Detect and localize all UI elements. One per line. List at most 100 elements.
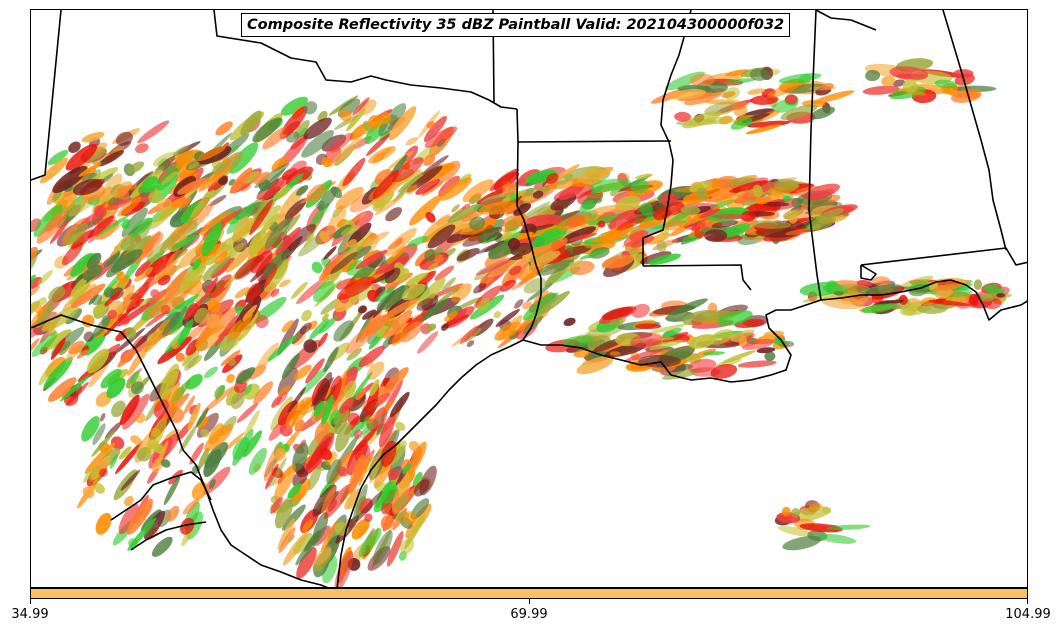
paintball-blob [203, 276, 218, 301]
paintball-blob [293, 532, 313, 555]
colorbar-label-mid: 69.99 [510, 607, 548, 622]
paintball-blob [68, 141, 81, 153]
paintball-blob [722, 223, 751, 238]
paintball-blob [335, 422, 352, 453]
paintball-blob [426, 121, 435, 129]
paintball-blob [378, 385, 386, 394]
paintball-blob [532, 190, 544, 199]
paintball-blob [94, 205, 107, 218]
paintball-blob [65, 382, 89, 406]
paintball-blob [177, 177, 210, 195]
paintball-blob [203, 366, 218, 379]
paintball-blob [968, 293, 979, 307]
paintball-blob [278, 527, 296, 554]
paintball-blob [296, 185, 309, 196]
paintball-blob [62, 241, 83, 266]
paintball-blob [631, 303, 650, 318]
paintball-blob [64, 203, 76, 215]
paintball-blob [185, 303, 199, 319]
paintball-blob [310, 377, 334, 408]
paintball-blob [291, 478, 311, 503]
paintball-blob [110, 436, 125, 450]
paintball-blob [280, 96, 308, 116]
paintball-blob [424, 249, 437, 262]
paintball-blob [375, 286, 394, 303]
paintball-blob [64, 223, 89, 246]
paintball-blob [323, 483, 352, 519]
paintball-blob [242, 304, 257, 321]
paintball-blob [383, 367, 409, 393]
paintball-blob [109, 454, 118, 469]
paintball-blob [118, 446, 132, 460]
paintball-blob [352, 97, 370, 116]
paintball-blob [246, 283, 261, 302]
paintball-blob [326, 458, 342, 485]
paintball-blob [144, 319, 171, 353]
paintball-blob [902, 78, 918, 93]
paintball-blob [230, 392, 245, 410]
paintball-blob [661, 327, 682, 339]
paintball-blob [129, 217, 153, 237]
paintball-blob [459, 325, 479, 344]
paintball-blob [372, 169, 399, 200]
paintball-blob [725, 69, 749, 77]
paintball-blob [160, 459, 171, 468]
paintball-blob [441, 277, 456, 291]
paintball-blob [295, 531, 322, 566]
paintball-blob [664, 219, 684, 231]
paintball-blob [207, 299, 221, 313]
paintball-blob [333, 320, 354, 342]
paintball-blob [193, 307, 210, 324]
paintball-blob [141, 176, 159, 193]
paintball-blob [31, 331, 58, 358]
paintball-blob [507, 238, 521, 251]
paintball-blob [127, 498, 153, 535]
paintball-blob [172, 234, 199, 250]
paintball-blob [383, 297, 420, 319]
paintball-blob [953, 69, 974, 79]
paintball-blob [168, 231, 187, 253]
paintball-blob [89, 468, 103, 483]
paintball-blob [38, 363, 54, 386]
paintball-blob [950, 89, 982, 103]
paintball-blob [49, 218, 70, 244]
paintball-blob [222, 432, 245, 453]
paintball-blob [301, 309, 312, 322]
paintball-blob [597, 220, 606, 228]
paintball-blob [426, 323, 437, 332]
colorbar-label-max: 104.99 [1005, 607, 1051, 622]
paintball-blob [386, 245, 407, 265]
paintball-blob [723, 87, 740, 100]
paintball-blob [220, 350, 241, 366]
paintball-blob [348, 394, 366, 412]
paintball-blob [723, 78, 756, 85]
paintball-blob [209, 274, 232, 299]
paintball-blob [43, 356, 73, 390]
paintball-blob [156, 197, 173, 212]
paintball-blob [166, 505, 180, 522]
paintball-blob [902, 303, 918, 316]
paintball-blob [373, 407, 387, 431]
paintball-blob [358, 528, 382, 557]
paintball-blob [148, 190, 163, 204]
paintball-blob [68, 167, 81, 175]
paintball-blob [318, 332, 328, 348]
paintball-blob [674, 111, 691, 122]
paintball-blob [224, 242, 246, 260]
paintball-blob [152, 151, 180, 167]
paintball-blob [95, 512, 112, 535]
paintball-blob [466, 340, 475, 347]
paintball-blob [385, 207, 402, 222]
paintball-blob [717, 310, 753, 326]
paintball-blob [773, 178, 799, 191]
paintball-blob [302, 519, 313, 533]
paintball-blob [366, 133, 391, 157]
paintball-blob [579, 199, 597, 213]
paintball-blob [983, 284, 999, 289]
paintball-blob [179, 517, 195, 535]
ms-al-border [808, 10, 822, 301]
paintball-blob [318, 316, 338, 334]
paintball-blob [862, 85, 900, 95]
paintball-blob [647, 253, 681, 265]
paintball-blob [41, 305, 79, 332]
